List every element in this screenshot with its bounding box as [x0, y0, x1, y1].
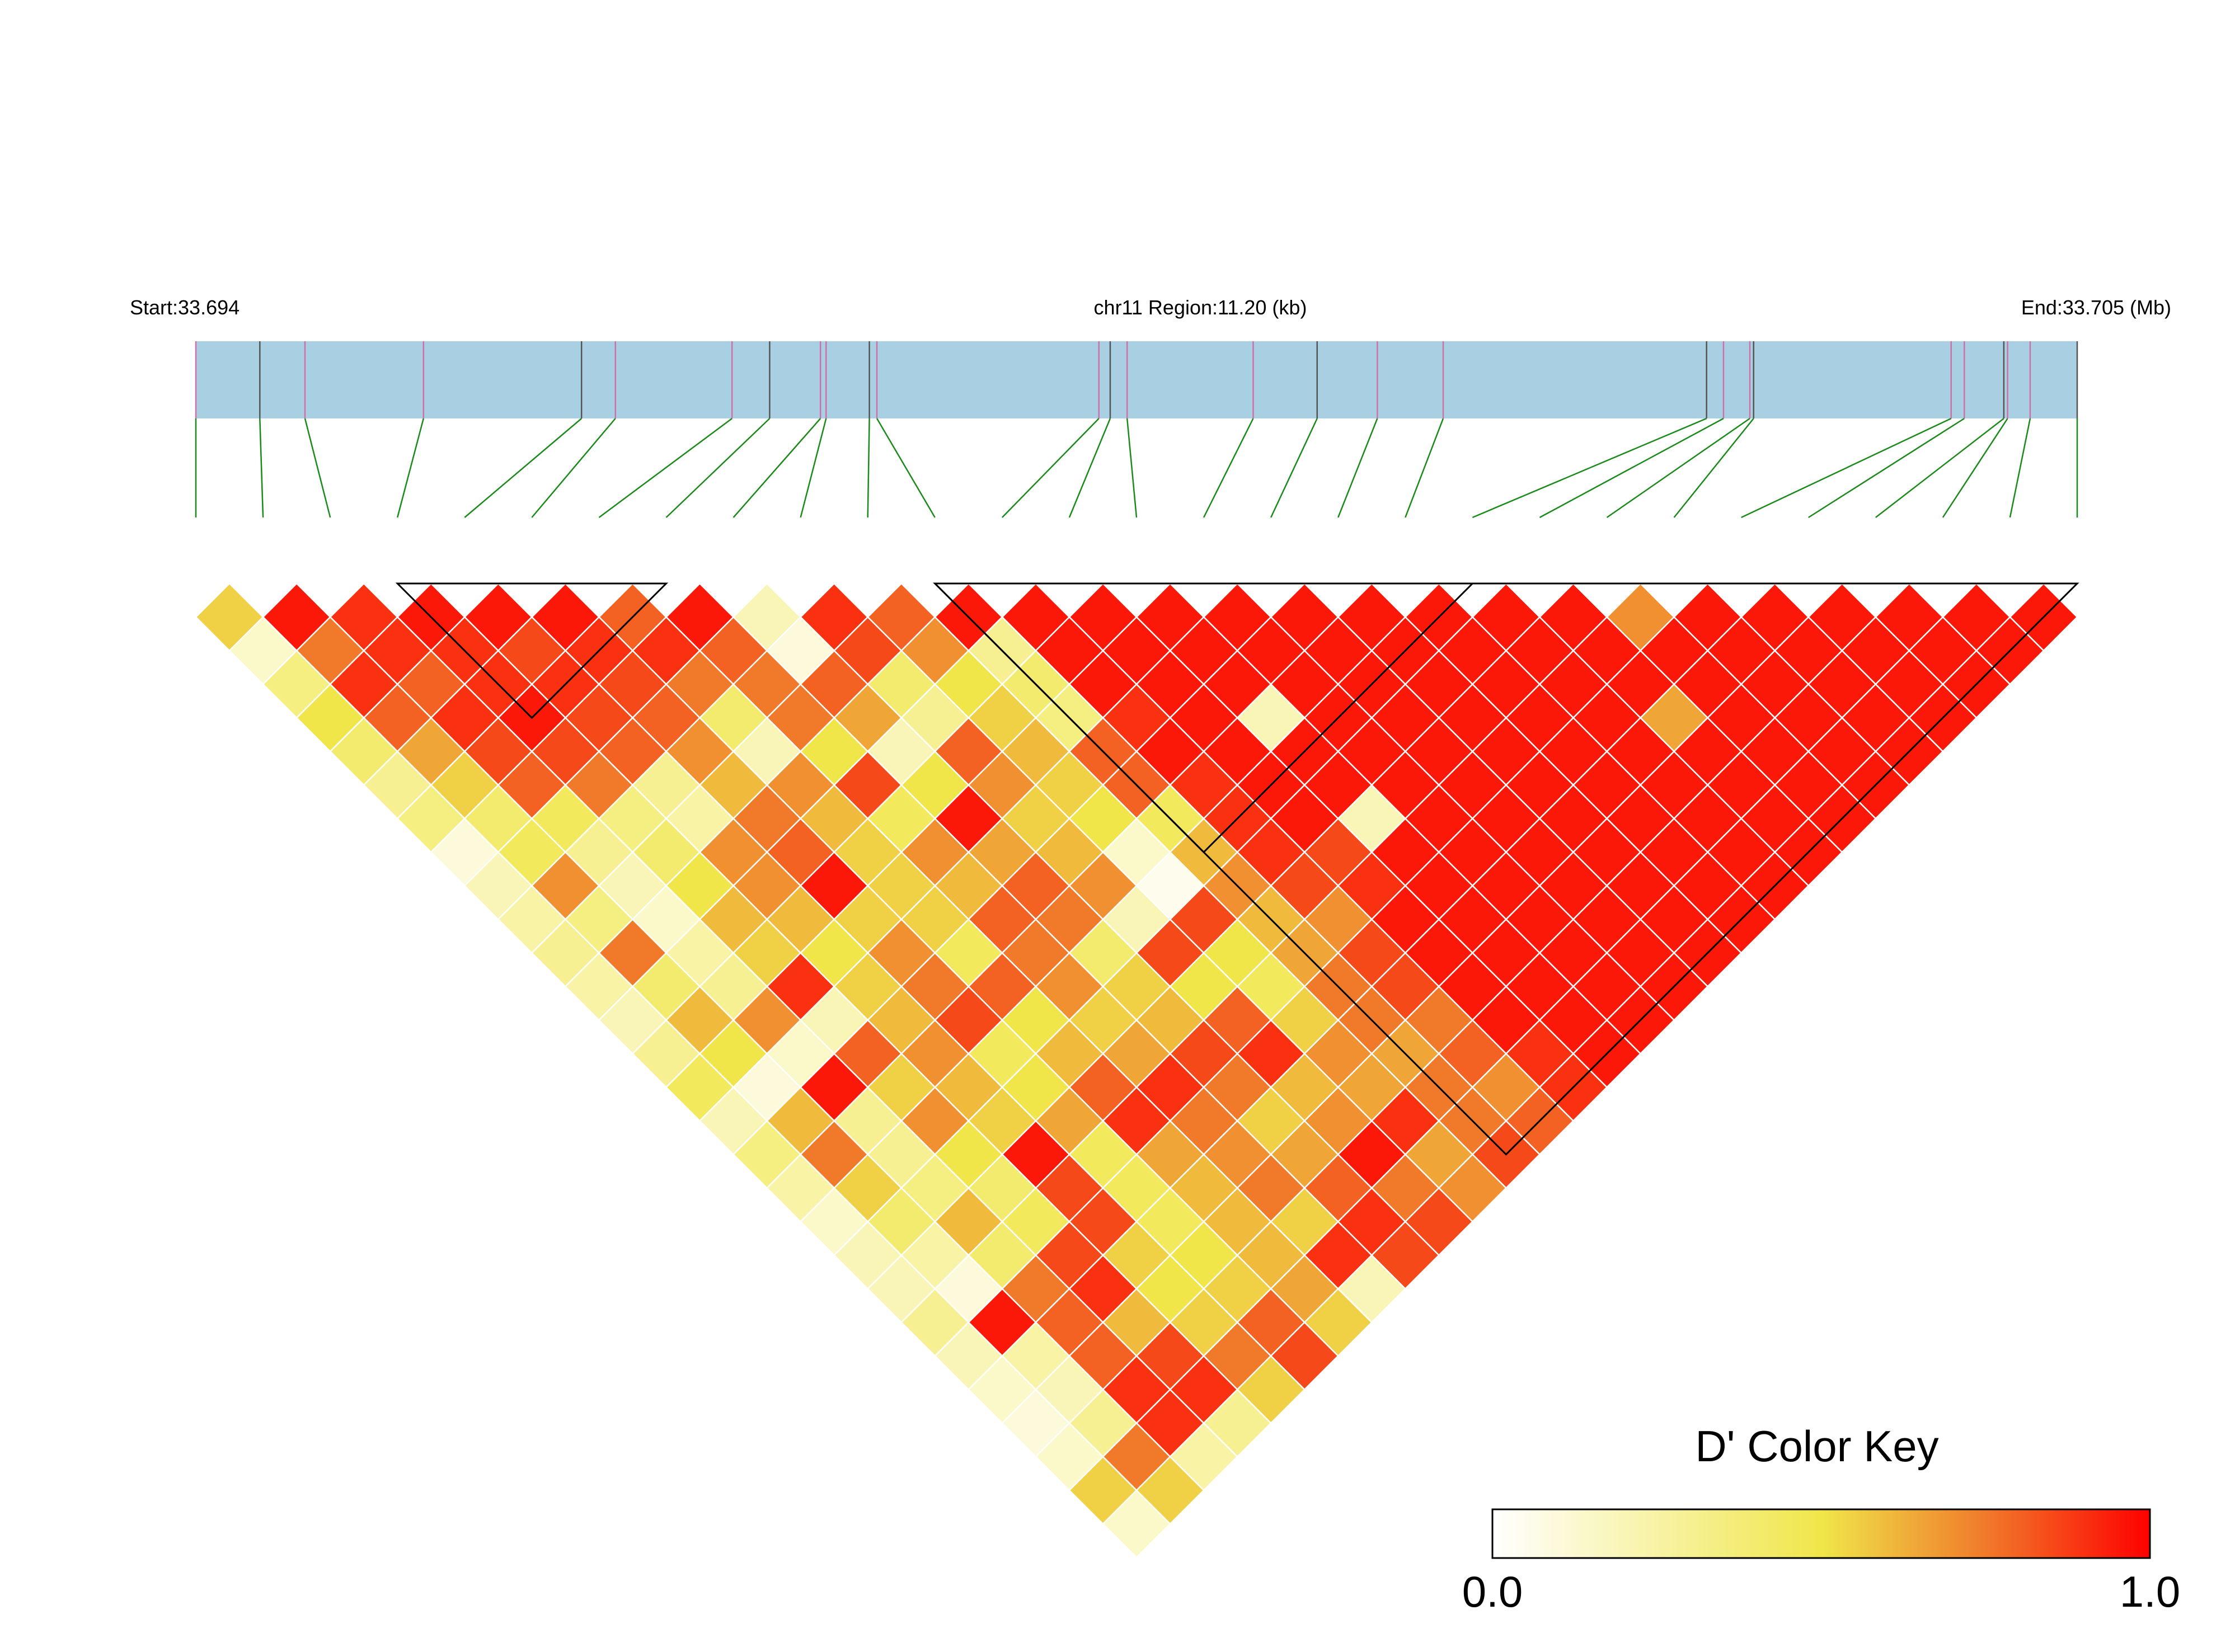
color-key-bar — [1491, 1508, 2151, 1559]
snp-connector — [259, 418, 264, 518]
snp-connector — [876, 418, 936, 518]
snp-connector — [1126, 418, 1138, 518]
snp-connector — [1808, 417, 1965, 519]
end-label: End:33.705 (Mb) — [2021, 296, 2171, 319]
color-key-title: D' Color Key — [1695, 1422, 1938, 1471]
snp-connector — [1875, 418, 2004, 518]
snp-connector — [1068, 418, 1111, 518]
snp-connector — [1472, 417, 1707, 519]
snp-connector — [1741, 417, 1952, 519]
snp-connector — [464, 418, 583, 518]
ld-block-outline — [395, 582, 669, 719]
region-label: chr11 Region:11.20 (kb) — [1094, 296, 1307, 319]
snp-connector — [1203, 418, 1254, 518]
snp-connector — [733, 418, 821, 518]
snp-ticks — [195, 341, 2078, 418]
region-bar — [196, 341, 2077, 418]
snp-connectors — [195, 417, 2078, 519]
snp-connector — [1337, 418, 1378, 518]
snp-connector — [1405, 418, 1444, 518]
start-label: Start:33.694 — [130, 296, 240, 319]
snp-connector — [2009, 418, 2031, 518]
snp-connector — [665, 418, 771, 518]
snp-connector — [1673, 418, 1754, 518]
snp-connector — [1942, 418, 2008, 518]
snp-connector — [800, 418, 827, 518]
snp-connector — [867, 418, 870, 518]
ld-cells — [195, 582, 2078, 1559]
color-key-max-label: 1.0 — [2120, 1567, 2180, 1616]
snp-connector — [1270, 418, 1318, 518]
ld-blocks — [395, 582, 2079, 1156]
ld-cell — [1102, 1489, 1171, 1559]
snp-connector — [1001, 418, 1100, 518]
snp-connector — [1539, 417, 1724, 519]
color-key-min-label: 0.0 — [1462, 1567, 1523, 1616]
snp-connector — [397, 418, 425, 518]
snp-connector — [598, 417, 733, 519]
snp-connector — [531, 418, 616, 518]
snp-connector — [1606, 417, 1750, 519]
ld-block-outline — [933, 582, 2079, 1156]
snp-connector — [304, 418, 331, 518]
